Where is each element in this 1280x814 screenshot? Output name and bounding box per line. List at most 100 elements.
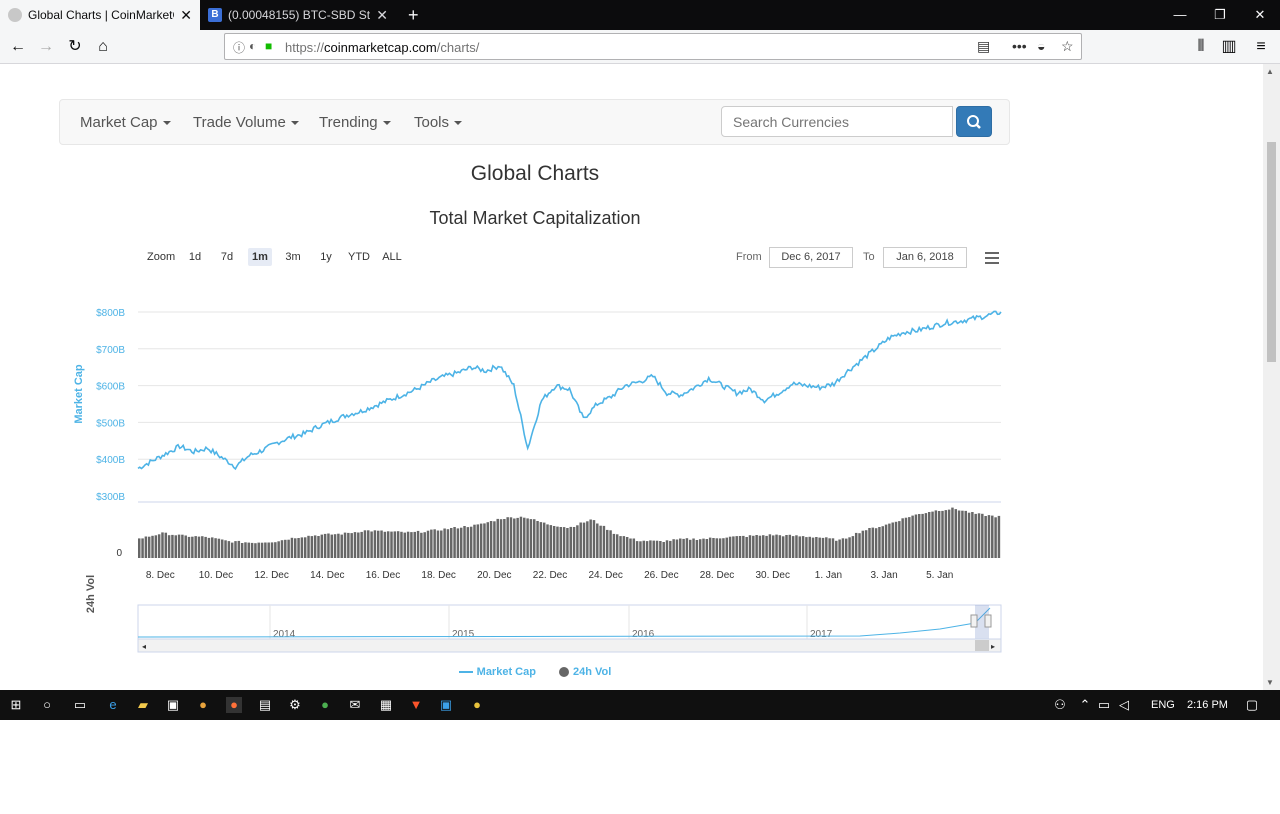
address-bar[interactable]: ⓘ ◐ ■ https://coinmarketcap.com/charts/ …: [224, 33, 1082, 60]
volume-bar: [476, 524, 480, 558]
volume-bar: [542, 522, 546, 558]
volume-bar: [327, 533, 330, 558]
pocket-icon[interactable]: ◒: [1037, 38, 1046, 54]
scroll-up-icon[interactable]: ▲: [1266, 67, 1274, 76]
reader-view-icon[interactable]: ▤: [977, 38, 991, 54]
search-input[interactable]: [721, 106, 953, 137]
start-icon[interactable]: ⊞: [10, 697, 22, 712]
market-cap-chart[interactable]: $300B $400B $500B $600B $700B $800B 0 8. Dec 10…: [0, 274, 1263, 814]
volume-bar: [171, 534, 174, 558]
scrollbar-thumb[interactable]: [1267, 142, 1276, 362]
volume-bar: [410, 532, 413, 558]
volume-bar: [297, 538, 300, 558]
close-window-icon[interactable]: ✕: [1254, 7, 1266, 22]
task-view-icon[interactable]: ▭: [73, 697, 87, 712]
tab-coinmarketcap[interactable]: Global Charts | CoinMarketCap ✕: [0, 0, 200, 30]
volume-bar: [194, 536, 197, 558]
close-tab-icon[interactable]: ✕: [376, 6, 388, 23]
network-icon[interactable]: ▭: [1097, 697, 1111, 712]
volume-bar: [752, 535, 755, 558]
tray-chevron-icon[interactable]: ⌃: [1079, 697, 1091, 712]
menu-trending[interactable]: Trending: [319, 114, 391, 131]
chart-menu-icon[interactable]: [985, 252, 999, 267]
library-icon[interactable]: ⫴: [1197, 38, 1205, 55]
bookmark-star-icon[interactable]: ☆: [1061, 38, 1074, 54]
volume-bar: [781, 536, 785, 558]
back-arrow-icon[interactable]: ←: [10, 38, 26, 55]
menu-icon[interactable]: ≡: [1256, 38, 1266, 55]
clock[interactable]: 2:16 PM: [1187, 699, 1228, 711]
volume-bar: [831, 538, 835, 558]
volume-bar: [154, 535, 158, 558]
cortana-icon[interactable]: ○: [43, 697, 51, 712]
volume-icon[interactable]: ◁: [1119, 697, 1129, 712]
close-tab-icon[interactable]: ✕: [180, 6, 192, 23]
app-blue-icon[interactable]: ▣: [439, 697, 453, 712]
volume-bar: [466, 527, 470, 558]
zoom-all-button[interactable]: ALL: [382, 251, 402, 263]
volume-bar: [924, 513, 928, 558]
zoom-ytd-button[interactable]: YTD: [348, 251, 370, 263]
tab-steemdollar[interactable]: B (0.00048155) BTC-SBD SteemDo ✕: [200, 0, 396, 30]
store-icon[interactable]: ▣: [166, 697, 180, 712]
forward-arrow-icon[interactable]: →: [38, 38, 54, 55]
calculator-icon[interactable]: ▦: [379, 697, 393, 712]
page-scrollbar[interactable]: ▲ ▼: [1263, 64, 1280, 690]
navigator-handle-right: [984, 614, 992, 628]
from-date-input[interactable]: Dec 6, 2017: [769, 247, 853, 268]
edge-icon[interactable]: e: [109, 697, 117, 712]
people-icon[interactable]: ⚇: [1054, 697, 1066, 712]
volume-bar: [343, 532, 347, 558]
navigator-right-arrow-icon: ▸: [991, 642, 995, 651]
volume-bar: [367, 530, 370, 558]
file-explorer-icon[interactable]: ▰: [138, 697, 148, 712]
mail-icon[interactable]: ✉: [349, 697, 361, 712]
volume-bar: [446, 529, 450, 558]
brave-icon[interactable]: ▼: [409, 697, 423, 712]
sidebar-icon[interactable]: ▥: [1221, 38, 1237, 55]
zoom-3m-button[interactable]: 3m: [285, 251, 301, 263]
menu-trade-volume[interactable]: Trade Volume: [193, 114, 299, 131]
volume-bar: [493, 521, 496, 558]
volume-bar: [479, 523, 483, 558]
menu-tools[interactable]: Tools: [414, 114, 463, 131]
chrome-canary-icon[interactable]: ●: [473, 697, 481, 712]
new-tab-button[interactable]: +: [408, 4, 419, 25]
language-indicator[interactable]: ENG: [1151, 699, 1175, 711]
settings-icon[interactable]: ⚙: [289, 697, 301, 712]
range-navigator[interactable]: 2014 2015 2016 2017 ◂ ▸: [137, 604, 1002, 653]
zoom-7d-button[interactable]: 7d: [220, 251, 234, 263]
to-date-input[interactable]: Jan 6, 2018: [883, 247, 967, 268]
app-icon[interactable]: ▤: [258, 697, 272, 712]
zoom-1d-button[interactable]: 1d: [188, 251, 202, 263]
zoom-1y-button[interactable]: 1y: [320, 251, 332, 263]
volume-bar: [323, 533, 327, 558]
app-green-icon[interactable]: ●: [321, 697, 329, 712]
reload-icon[interactable]: ↻: [68, 38, 82, 55]
x-tick-label: 5. Jan: [926, 570, 953, 581]
menu-market-cap[interactable]: Market Cap: [80, 114, 171, 131]
zoom-1m-button[interactable]: 1m: [248, 248, 272, 266]
notification-icon[interactable]: ▢: [1245, 697, 1259, 712]
volume-bar: [606, 529, 609, 558]
volume-bar: [742, 535, 745, 558]
volume-bar: [473, 524, 476, 558]
chrome-icon[interactable]: ●: [199, 697, 207, 712]
firefox-icon[interactable]: ●: [226, 697, 242, 713]
shield-icon[interactable]: ◐: [249, 39, 257, 53]
volume-bar: [845, 538, 848, 558]
volume-bar: [426, 530, 430, 558]
volume-bar: [552, 526, 556, 558]
search-button[interactable]: [956, 106, 992, 137]
volume-bar: [609, 530, 612, 558]
url-text[interactable]: https://coinmarketcap.com/charts/: [285, 40, 480, 55]
info-icon[interactable]: ⓘ: [233, 41, 246, 55]
restore-icon[interactable]: ❐: [1214, 7, 1226, 22]
lock-icon[interactable]: ■: [265, 39, 273, 53]
scroll-down-icon[interactable]: ▼: [1266, 678, 1274, 687]
minimize-icon[interactable]: —: [1173, 7, 1187, 22]
page-actions-icon[interactable]: •••: [1012, 38, 1027, 54]
legend-market-cap[interactable]: Market Cap: [458, 666, 536, 678]
legend-volume[interactable]: 24h Vol: [559, 666, 611, 678]
home-icon[interactable]: ⌂: [98, 38, 108, 55]
